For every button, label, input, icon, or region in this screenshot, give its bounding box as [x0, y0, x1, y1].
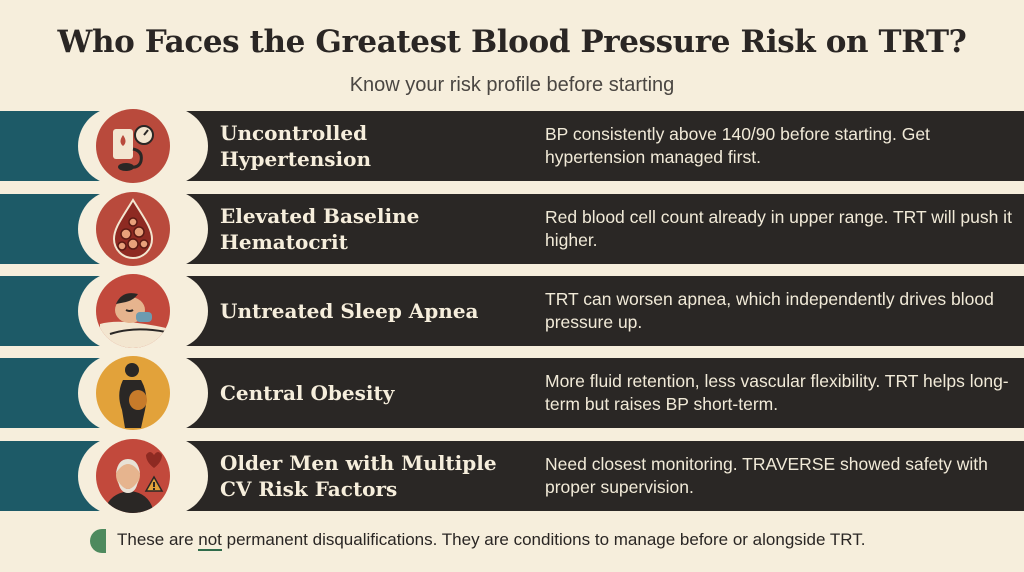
red-blood-cells-drop-icon: [96, 192, 170, 266]
footer-text-start: These are: [117, 530, 199, 549]
row-dark-band: [120, 358, 1024, 428]
risk-label: Uncontrolled Hypertension: [220, 121, 372, 171]
footer-note: These are not permanent disqualification…: [90, 525, 1010, 555]
row-dark-band: [120, 194, 1024, 264]
risk-row: Untreated Sleep Apnea TRT can worsen apn…: [0, 272, 1024, 350]
risk-row: Uncontrolled Hypertension BP consistentl…: [0, 107, 1024, 185]
risk-row: Elevated Baseline Hematocrit Red blood c…: [0, 190, 1024, 268]
risk-label: Elevated Baseline Hematocrit: [220, 204, 420, 254]
row-dark-band: [120, 441, 1024, 511]
footer-text-end: permanent disqualifications. They are co…: [221, 530, 866, 549]
row-dark-band: [120, 276, 1024, 346]
sleeping-person-icon: [96, 274, 170, 348]
footer-text: These are not permanent disqualification…: [117, 530, 866, 551]
page-subtitle: Know your risk profile before starting: [349, 74, 675, 96]
risk-description: More fluid retention, less vascular flex…: [545, 371, 1009, 414]
risk-description: Red blood cell count already in upper ra…: [545, 207, 1012, 250]
risk-label: Untreated Sleep Apnea: [220, 299, 479, 323]
leaf-icon: [90, 529, 106, 553]
risk-description: TRT can worsen apnea, which independentl…: [545, 289, 994, 332]
body-silhouette-icon: [96, 356, 170, 430]
blood-pressure-gauge-icon: [96, 109, 170, 183]
risk-row: Older Men with Multiple CV Risk Factors …: [0, 437, 1024, 515]
row-dark-band: [120, 111, 1024, 181]
footer-emphasis: not: [198, 530, 222, 551]
risk-description: Need closest monitoring. TRAVERSE showed…: [545, 454, 988, 497]
risk-row: Central Obesity More fluid retention, le…: [0, 354, 1024, 432]
page-title: Who Faces the Greatest Blood Pressure Ri…: [57, 24, 967, 60]
older-man-heart-warning-icon: [96, 439, 170, 513]
risk-label: Central Obesity: [220, 381, 395, 405]
risk-description: BP consistently above 140/90 before star…: [545, 124, 930, 167]
risk-label: Older Men with Multiple CV Risk Factors: [220, 451, 497, 501]
